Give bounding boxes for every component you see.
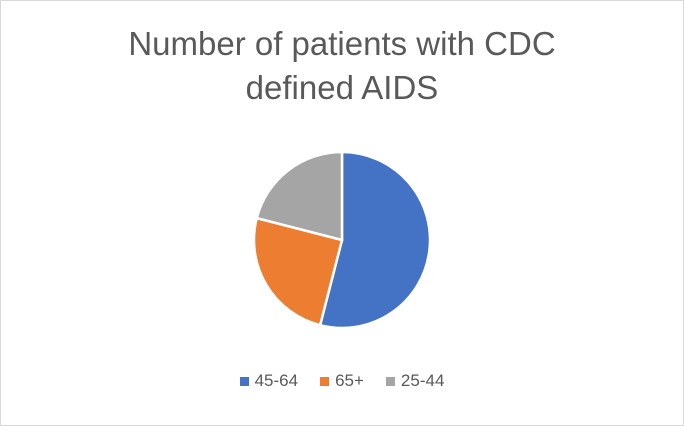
legend: 45-64 65+ 25-44 [0,371,684,391]
chart-title-line-2: defined AIDS [245,69,439,106]
pie-slice-45-64 [318,150,432,330]
legend-item-45-64: 45-64 [239,371,299,391]
legend-swatch [385,376,395,386]
pie-slice-25-44 [255,150,344,242]
legend-label: 25-44 [400,371,445,390]
legend-swatch [239,376,249,386]
legend-item-65+: 65+ [320,371,364,391]
legend-swatch [320,376,330,386]
chart-title: Number of patients with CDC defined AIDS [0,22,684,110]
legend-label: 65+ [335,371,364,390]
pie-slice-65+ [252,216,344,327]
chart-title-line-1: Number of patients with CDC [128,25,556,62]
legend-label: 45-64 [254,371,299,390]
legend-item-25-44: 25-44 [385,371,445,391]
